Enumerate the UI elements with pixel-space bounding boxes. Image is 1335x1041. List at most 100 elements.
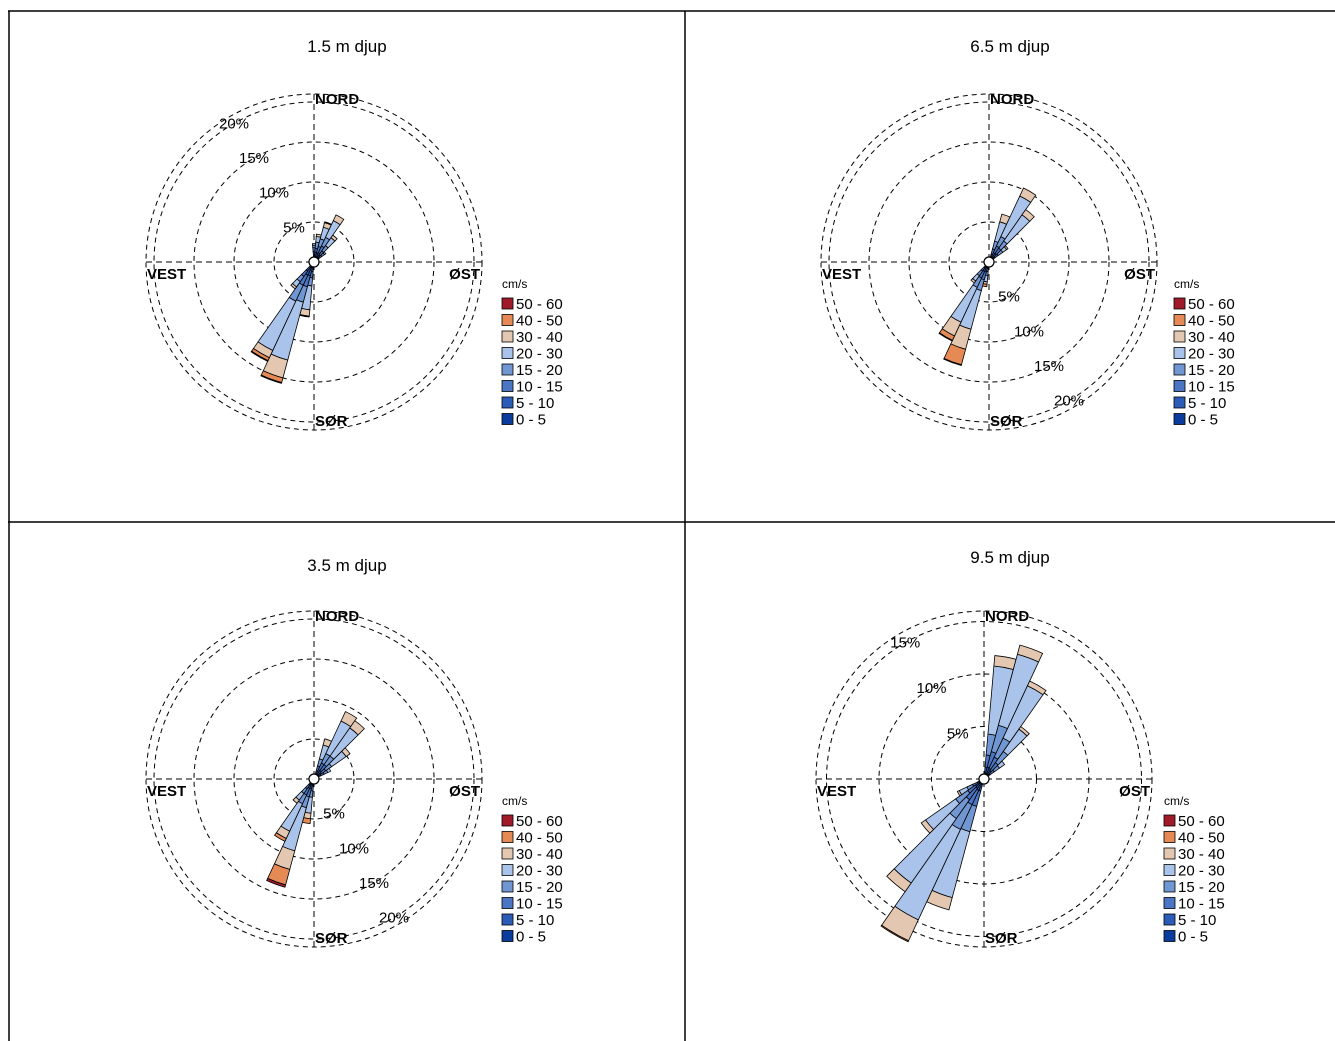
legend-item: 5 - 10 — [1188, 395, 1226, 412]
legend-item: 50 - 60 — [516, 296, 563, 313]
grid-ring — [193, 658, 435, 900]
legend-item: 30 - 40 — [516, 846, 563, 863]
legend-item: 20 - 30 — [1178, 863, 1225, 880]
petal-segment-50deg-bin4 — [996, 760, 1006, 769]
legend-item: 15 - 20 — [516, 362, 563, 379]
petal-segment-200deg-bin7 — [266, 877, 287, 888]
legend-item: 30 - 40 — [516, 329, 563, 346]
legend-swatch — [1163, 913, 1176, 926]
direction-label-west: VEST — [147, 783, 186, 800]
legend-item: 30 - 40 — [1188, 329, 1235, 346]
petal-segment-220deg-bin5 — [886, 868, 912, 893]
legend-swatch — [1173, 380, 1186, 392]
legend-swatch — [1173, 413, 1186, 425]
petal-segment-30deg-bin5 — [340, 711, 358, 728]
ring-label: 10% — [1014, 323, 1044, 340]
direction-label-west: VEST — [822, 266, 861, 283]
direction-label-west: VEST — [147, 266, 186, 283]
legend-swatch — [501, 930, 514, 942]
legend-swatch — [1173, 314, 1186, 326]
direction-label-north: NORD — [985, 608, 1029, 625]
legend-swatch — [501, 913, 514, 926]
legend-swatch — [501, 347, 514, 359]
petal-segment-220deg-bin5 — [292, 796, 300, 804]
legend-swatch — [501, 380, 514, 392]
direction-label-east: ØST — [449, 266, 480, 283]
petal-segment-50deg-bin5 — [1003, 245, 1009, 251]
legend-swatch — [1163, 814, 1176, 827]
rose-panel-1-5m: 5% 10% 15% 20% NORD SØR ØST VEST cm/s 50 - 60 40 -… — [9, 11, 685, 522]
direction-label-south: SØR — [990, 413, 1023, 430]
legend-swatch — [1163, 897, 1176, 909]
legend-swatch — [501, 363, 514, 376]
legend-item: 0 - 5 — [516, 412, 546, 429]
petal-segment-210deg-bin7 — [250, 350, 269, 362]
legend-unit: cm/s — [502, 277, 527, 291]
ring-label: 15% — [359, 875, 389, 892]
legend-item: 50 - 60 — [1188, 296, 1235, 313]
legend-swatch — [1173, 396, 1186, 409]
ring-label: 10% — [259, 185, 289, 202]
direction-label-north: NORD — [315, 91, 359, 108]
grid-ring — [193, 141, 435, 383]
grid-ring — [153, 618, 475, 940]
legend-swatch — [1173, 363, 1186, 376]
ring-label: 10% — [916, 680, 946, 697]
center-marker — [308, 256, 320, 268]
legend-item: 15 - 20 — [1178, 879, 1225, 896]
petals — [250, 214, 345, 384]
ring-label: 5% — [323, 806, 345, 823]
legend-item: 40 - 50 — [1178, 830, 1225, 847]
petal-segment-40deg-bin5 — [1021, 209, 1035, 222]
legend-item: 10 - 15 — [516, 379, 563, 396]
petal-segment-50deg-bin4 — [322, 251, 327, 256]
center-marker — [308, 773, 320, 785]
direction-label-south: SØR — [315, 930, 348, 947]
legend-swatch — [501, 880, 514, 893]
legend-swatch — [501, 864, 514, 876]
legend-item: 10 - 15 — [1188, 379, 1235, 396]
legend-swatch — [501, 831, 514, 843]
petals — [938, 187, 1037, 367]
legend-item: 0 - 5 — [516, 929, 546, 946]
rose-panel-6-5m: 5% 10% 15% 20% NORD SØR ØST VEST cm/s 50 - 60 40 -… — [685, 11, 1335, 522]
legend-item: 40 - 50 — [1188, 313, 1235, 330]
legend-swatch — [501, 897, 514, 909]
grid-ring — [828, 101, 1150, 423]
petal-segment-30deg-bin5 — [1026, 680, 1047, 696]
petal-segment-200deg-bin7 — [943, 357, 962, 367]
legend-swatch — [1173, 330, 1186, 343]
legend-item: 40 - 50 — [516, 313, 563, 330]
petal-segment-30deg-bin5 — [1019, 187, 1037, 203]
ring-label: 15% — [890, 635, 920, 652]
legend-item: 20 - 30 — [1188, 346, 1235, 363]
legend-unit: cm/s — [1174, 277, 1199, 291]
legend-item: 20 - 30 — [516, 863, 563, 880]
chart-title: 3.5 m djup — [307, 556, 387, 575]
legend-swatch — [501, 297, 514, 310]
ring-label: 15% — [1034, 358, 1064, 375]
petal-segment-210deg-bin6 — [880, 924, 910, 943]
petal-segment-40deg-bin5 — [1018, 725, 1030, 737]
petal-segment-220deg-bin5 — [970, 277, 977, 284]
grid-rings — [145, 610, 483, 948]
legend-item: 50 - 60 — [1178, 813, 1225, 830]
grid-rings — [815, 610, 1153, 948]
legend-unit: cm/s — [502, 794, 527, 808]
legend-item: 5 - 10 — [516, 912, 554, 929]
direction-label-south: SØR — [315, 413, 348, 430]
direction-label-east: ØST — [449, 783, 480, 800]
legend-swatch — [501, 814, 514, 827]
legend-item: 40 - 50 — [516, 830, 563, 847]
petal-segment-50deg-bin5 — [341, 747, 351, 758]
legend-item: 10 - 15 — [516, 896, 563, 913]
legend-item: 5 - 10 — [1178, 912, 1216, 929]
grid-rings — [820, 93, 1158, 431]
legend-swatch — [1163, 880, 1176, 893]
petal-segment-40deg-bin5 — [349, 720, 365, 736]
grid-ring — [273, 221, 355, 303]
legend-swatch — [501, 413, 514, 425]
grid-ring — [233, 698, 395, 860]
